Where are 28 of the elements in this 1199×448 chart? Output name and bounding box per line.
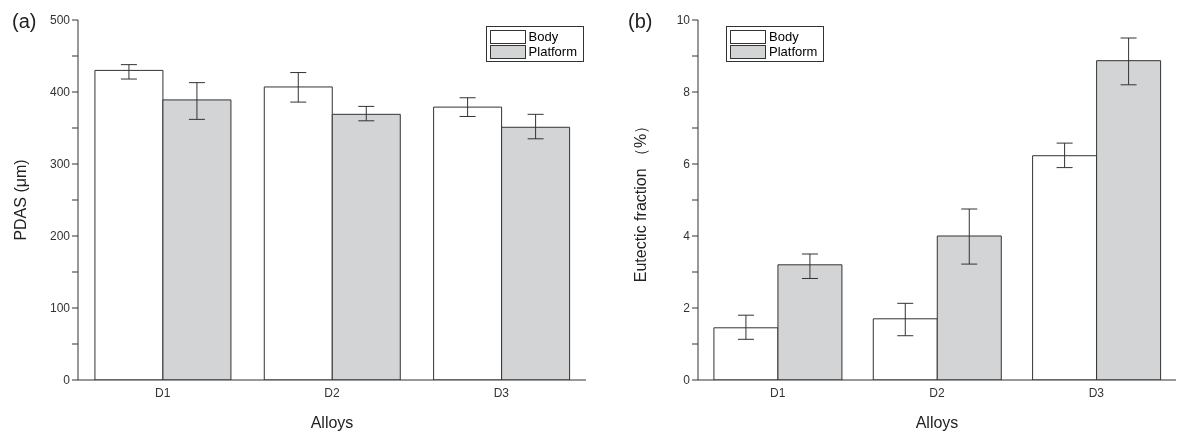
legend-label: Body — [769, 29, 799, 44]
chart-title: (a) — [12, 10, 37, 33]
y-tick-label: 100 — [49, 301, 71, 316]
x-tick-label: D3 — [1088, 385, 1105, 400]
y-tick-label: 6 — [683, 157, 691, 172]
y-tick-label: 0 — [683, 373, 691, 388]
y-tick-label: 500 — [49, 13, 71, 28]
y-tick-label: 400 — [49, 85, 71, 100]
chart-title: (b) — [628, 10, 653, 33]
x-tick-label: D2 — [324, 385, 340, 400]
y-tick-label: 300 — [49, 157, 71, 172]
x-tick-label: D2 — [929, 385, 945, 400]
y-axis-title: Eutectic fraction （%） — [631, 117, 649, 283]
legend-label: Platform — [528, 44, 577, 59]
y-tick-label: 200 — [49, 229, 71, 244]
y-tick-label: 2 — [683, 301, 691, 316]
x-axis-title: Alloys — [915, 414, 959, 431]
x-tick-label: D1 — [769, 385, 786, 400]
x-axis-title: Alloys — [310, 414, 354, 431]
y-axis-title: PDAS (μm) — [11, 159, 29, 241]
x-tick-label: D3 — [493, 385, 510, 400]
legend-label: Platform — [769, 44, 818, 59]
legend-label: Body — [528, 29, 559, 44]
y-tick-label: 4 — [683, 229, 691, 244]
y-tick-label: 8 — [683, 85, 691, 100]
y-tick-label: 0 — [63, 373, 71, 388]
x-tick-label: D1 — [154, 385, 171, 400]
y-tick-label: 10 — [676, 13, 691, 28]
